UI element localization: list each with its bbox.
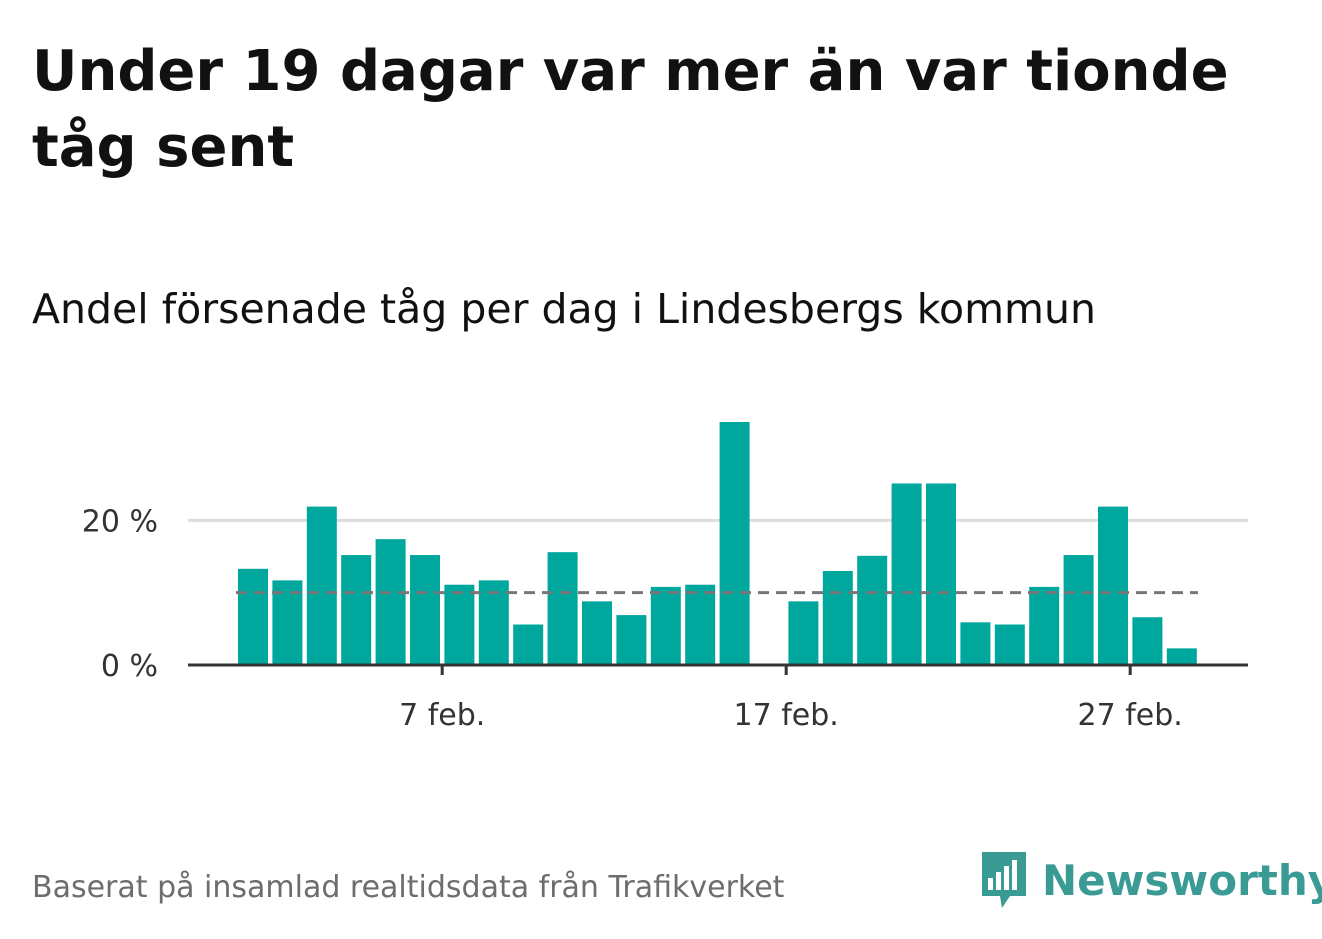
bar bbox=[650, 586, 681, 665]
chart-subtitle: Andel försenade tåg per dag i Lindesberg… bbox=[32, 285, 1096, 333]
bar bbox=[822, 570, 853, 665]
bar-chart: 0 % 20 % 7 feb. 17 feb. 27 feb. bbox=[82, 422, 1248, 733]
chart-title: Under 19 dagar var mer än var tionde tåg… bbox=[32, 39, 1229, 180]
bar bbox=[960, 622, 991, 665]
x-tick-label: 27 feb. bbox=[1078, 698, 1183, 733]
bar bbox=[616, 615, 647, 665]
bar bbox=[582, 601, 612, 665]
axis-layer: 0 % 20 % 7 feb. 17 feb. 27 feb. bbox=[82, 504, 1248, 733]
bar bbox=[238, 568, 268, 665]
bar bbox=[410, 555, 440, 665]
newsworthy-logo: Newsworthy bbox=[980, 850, 1322, 910]
bar bbox=[1029, 586, 1060, 665]
source-note: Baserat på insamlad realtidsdata från Tr… bbox=[32, 870, 785, 905]
bar bbox=[719, 422, 750, 665]
bar bbox=[444, 584, 475, 665]
bar bbox=[788, 601, 819, 665]
y-tick-label: 20 % bbox=[82, 504, 158, 539]
bar bbox=[1132, 617, 1163, 665]
bar bbox=[547, 552, 578, 665]
bar bbox=[478, 580, 509, 665]
newsworthy-logo-icon bbox=[982, 852, 1026, 908]
bar bbox=[1063, 555, 1094, 665]
bar bbox=[513, 624, 544, 665]
y-tick-label: 0 % bbox=[101, 649, 158, 684]
bars-layer bbox=[238, 422, 1197, 665]
bar bbox=[306, 506, 337, 665]
bar bbox=[272, 580, 303, 665]
x-tick-label: 7 feb. bbox=[399, 698, 485, 733]
bar bbox=[1098, 506, 1128, 665]
bar bbox=[685, 584, 716, 665]
bar bbox=[857, 555, 888, 665]
bar bbox=[891, 483, 922, 665]
bar bbox=[926, 483, 956, 665]
bar bbox=[994, 624, 1025, 665]
x-tick-label: 17 feb. bbox=[734, 698, 839, 733]
brand-name: Newsworthy bbox=[1042, 855, 1322, 905]
bar bbox=[1166, 648, 1197, 665]
bar bbox=[341, 555, 372, 665]
bar bbox=[375, 539, 406, 665]
